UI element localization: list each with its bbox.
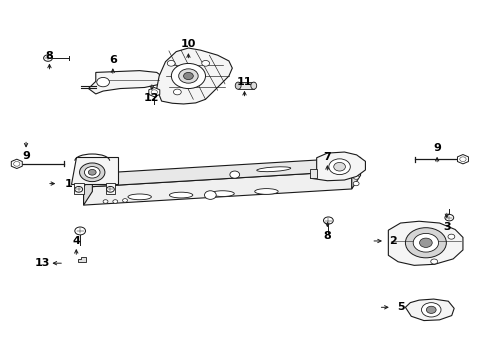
Circle shape: [103, 200, 108, 203]
Polygon shape: [71, 157, 118, 184]
Circle shape: [412, 233, 438, 252]
Circle shape: [113, 200, 118, 203]
Polygon shape: [157, 48, 232, 104]
Text: 2: 2: [388, 236, 396, 246]
Ellipse shape: [128, 194, 151, 200]
Circle shape: [229, 171, 239, 178]
Circle shape: [106, 186, 114, 192]
Polygon shape: [11, 159, 22, 168]
Polygon shape: [83, 157, 360, 187]
Polygon shape: [351, 157, 360, 189]
Ellipse shape: [250, 82, 256, 89]
Circle shape: [151, 90, 157, 94]
Text: 7: 7: [323, 152, 330, 162]
Bar: [238, 82, 253, 89]
Polygon shape: [78, 257, 86, 262]
Circle shape: [178, 69, 198, 83]
Circle shape: [426, 306, 435, 314]
Circle shape: [323, 217, 332, 224]
Text: 4: 4: [72, 236, 80, 246]
Polygon shape: [387, 221, 462, 265]
Circle shape: [444, 215, 453, 221]
Bar: [105, 183, 115, 194]
Polygon shape: [83, 171, 351, 205]
Circle shape: [202, 60, 209, 66]
Text: 3: 3: [442, 222, 450, 231]
Text: 13: 13: [34, 258, 50, 268]
Circle shape: [75, 186, 82, 192]
Ellipse shape: [254, 189, 278, 194]
Circle shape: [352, 181, 358, 186]
Ellipse shape: [256, 167, 290, 172]
Circle shape: [122, 199, 127, 202]
Circle shape: [430, 259, 437, 264]
Circle shape: [421, 303, 440, 317]
Polygon shape: [88, 71, 163, 94]
Polygon shape: [405, 299, 453, 320]
Text: 12: 12: [144, 93, 159, 103]
Polygon shape: [83, 174, 92, 205]
Text: 6: 6: [109, 55, 117, 65]
Circle shape: [447, 234, 454, 239]
Ellipse shape: [235, 82, 241, 89]
Circle shape: [43, 55, 52, 61]
Ellipse shape: [169, 192, 192, 198]
Circle shape: [173, 89, 181, 95]
Circle shape: [171, 63, 205, 89]
Text: 8: 8: [323, 231, 330, 240]
Circle shape: [352, 175, 358, 179]
Text: 5: 5: [396, 302, 404, 312]
Circle shape: [459, 157, 465, 162]
Text: 9: 9: [22, 150, 30, 161]
Circle shape: [328, 159, 349, 175]
Circle shape: [84, 167, 100, 178]
Polygon shape: [310, 152, 365, 181]
Circle shape: [75, 227, 85, 235]
Text: 8: 8: [45, 50, 53, 60]
Circle shape: [405, 228, 446, 258]
Text: 1: 1: [65, 179, 73, 189]
Text: 9: 9: [432, 143, 440, 153]
Text: 11: 11: [236, 77, 252, 87]
Bar: [74, 183, 83, 194]
Circle shape: [204, 191, 216, 199]
Text: 10: 10: [181, 40, 196, 49]
Circle shape: [97, 77, 109, 87]
Ellipse shape: [210, 191, 234, 197]
Circle shape: [167, 60, 175, 66]
Polygon shape: [457, 154, 468, 164]
Circle shape: [80, 163, 105, 181]
Polygon shape: [148, 87, 160, 97]
Circle shape: [88, 170, 96, 175]
Circle shape: [183, 72, 193, 80]
Circle shape: [14, 162, 20, 166]
Circle shape: [419, 238, 431, 247]
Polygon shape: [310, 169, 316, 178]
Circle shape: [333, 162, 345, 171]
